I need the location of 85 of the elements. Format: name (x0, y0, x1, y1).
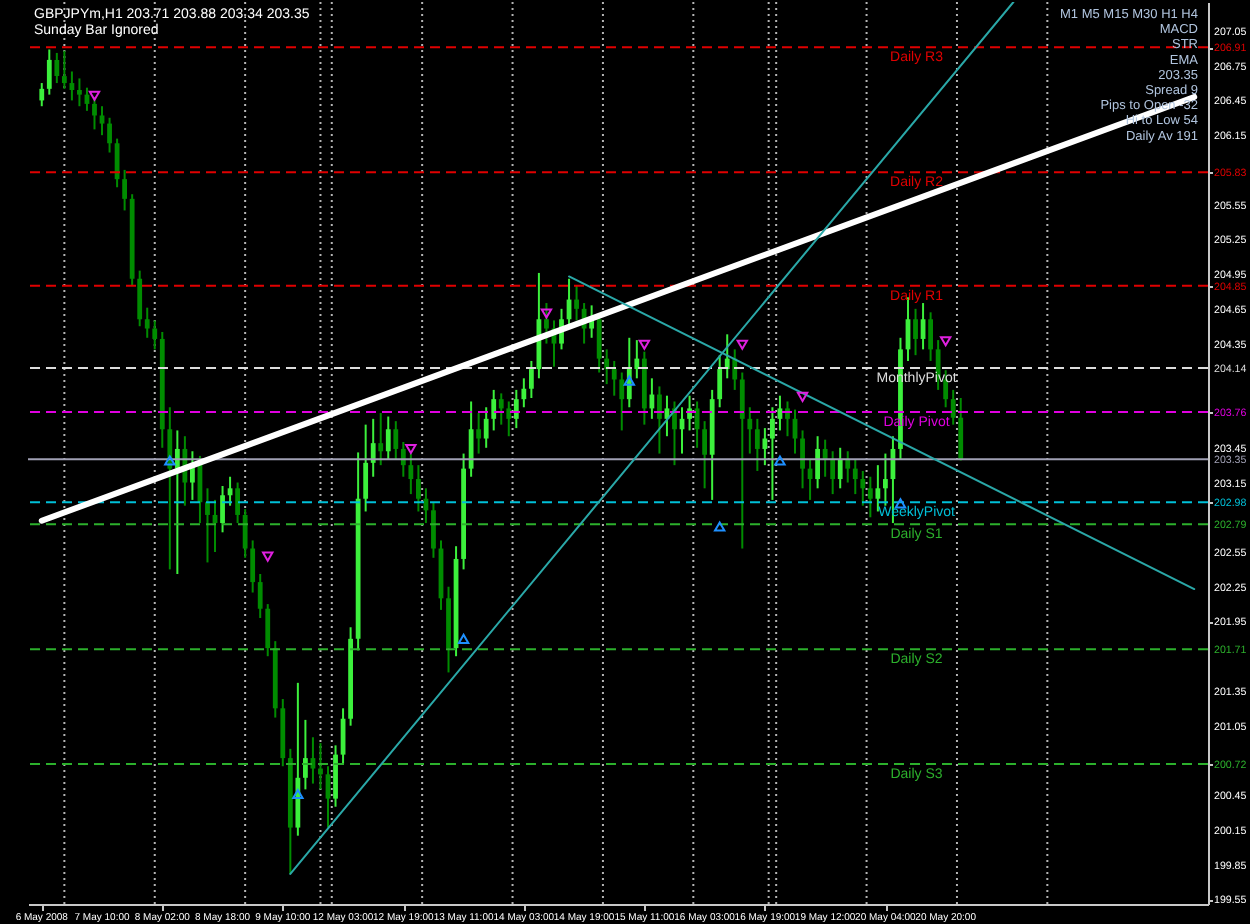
point (623, 375, 635, 386)
candlestick (754, 417, 760, 472)
candlestick (762, 427, 768, 467)
point (262, 551, 274, 562)
candlestick (747, 406, 753, 455)
candlestick (235, 481, 241, 525)
candlestick (144, 306, 150, 339)
point (774, 455, 786, 466)
point (540, 308, 553, 319)
candlestick (431, 501, 436, 559)
candlestick (385, 415, 391, 461)
candlestick (928, 311, 933, 362)
candlestick (739, 371, 745, 550)
candlestick (77, 77, 82, 108)
candlestick (649, 377, 655, 420)
candlestick (770, 406, 775, 501)
candlestick (400, 441, 406, 478)
candlestick (250, 539, 256, 594)
candlestick (69, 70, 75, 102)
candlestick (702, 420, 708, 490)
candlestick (220, 485, 225, 534)
candlestick (958, 397, 964, 462)
point (714, 521, 726, 532)
candlestick (468, 400, 474, 478)
candlestick (913, 307, 918, 357)
candlestick (333, 744, 338, 808)
candlestick (476, 412, 482, 455)
candlestick (122, 168, 128, 212)
candlestick (39, 82, 45, 108)
point (939, 336, 952, 347)
candlestick (107, 116, 112, 154)
candlestick (867, 475, 873, 519)
candlestick (303, 718, 308, 791)
candlestick (687, 394, 692, 432)
point (164, 455, 176, 466)
candlestick (837, 446, 843, 490)
candlestick (498, 392, 504, 426)
candlestick (852, 458, 858, 496)
point (796, 391, 809, 402)
point (405, 443, 417, 455)
candlestick (483, 406, 489, 449)
candlestick (830, 450, 836, 496)
candlestick (378, 412, 384, 467)
candlestick (257, 573, 263, 619)
candlestick (822, 438, 828, 478)
candlestick (596, 313, 602, 374)
candlestick (363, 423, 369, 513)
candlestick (205, 487, 210, 564)
candlestick (99, 105, 105, 137)
point (457, 633, 470, 644)
candlestick (544, 302, 549, 345)
candlestick (393, 420, 399, 461)
candlestick (521, 377, 527, 409)
candlestick (875, 464, 881, 513)
candlestick (657, 385, 662, 455)
candlestick (634, 339, 640, 380)
candlestick (152, 319, 158, 351)
candlestick (611, 359, 617, 397)
candlestick (950, 388, 956, 426)
candlestick (528, 359, 534, 399)
candlestick (370, 417, 376, 478)
point (638, 339, 651, 350)
candlestick (242, 508, 248, 559)
point (292, 788, 304, 800)
candlestick (46, 48, 52, 96)
candlestick (54, 51, 60, 85)
candlestick (61, 49, 67, 90)
candlestick (815, 435, 821, 490)
candlestick (513, 388, 519, 430)
candlestick (137, 269, 143, 328)
candlestick (506, 400, 512, 438)
candlestick (883, 452, 888, 507)
candlestick (845, 450, 851, 484)
candlestick (860, 469, 866, 507)
candlestick (415, 464, 421, 513)
candlestick (92, 95, 97, 131)
candlestick (491, 388, 497, 432)
point (736, 339, 748, 350)
candlestick (717, 354, 723, 409)
candlestick (574, 284, 579, 322)
candlestick (800, 429, 805, 490)
candlestick (619, 371, 625, 432)
candlestick (785, 400, 790, 438)
candlestick (265, 603, 271, 658)
point (88, 90, 101, 101)
